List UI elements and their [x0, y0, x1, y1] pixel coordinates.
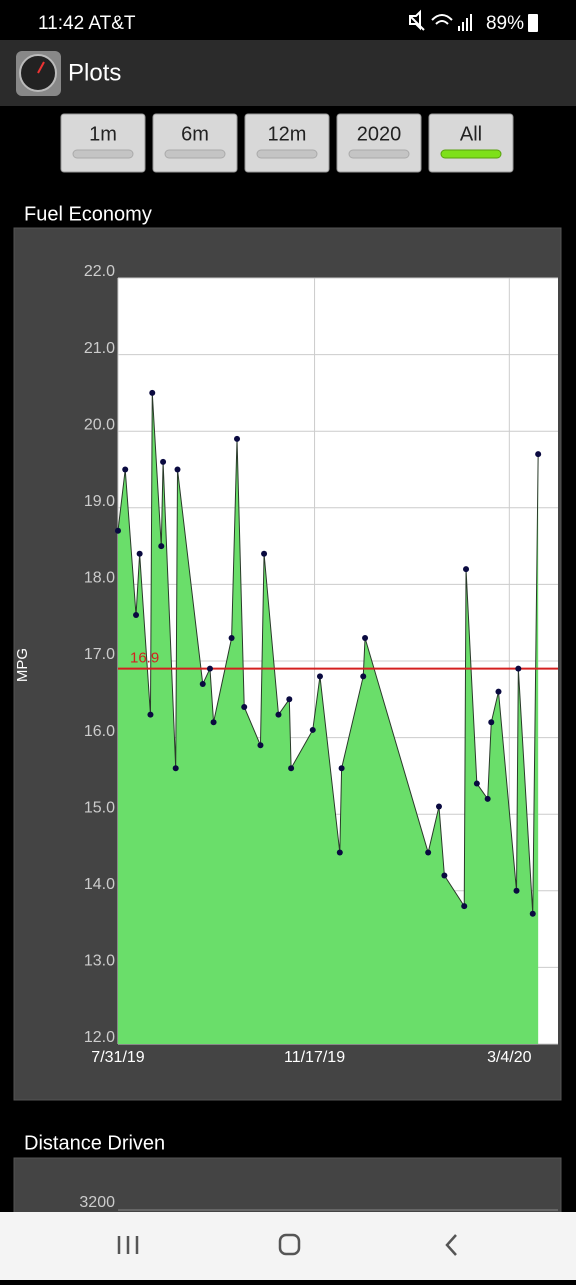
data-point [286, 696, 293, 703]
status-icons [409, 9, 538, 32]
data-point [122, 466, 129, 473]
button-indicator [164, 149, 226, 159]
button-indicator [348, 149, 410, 159]
data-point [473, 780, 480, 787]
status-time: 11:42 AT&T [38, 13, 136, 34]
button-label: 12m [268, 123, 307, 145]
y-tick-label: 22.0 [84, 263, 115, 280]
y-tick-label: 15.0 [84, 799, 115, 816]
data-point [425, 849, 432, 856]
data-point [360, 673, 367, 680]
data-point [234, 435, 241, 442]
app-bar [0, 40, 576, 106]
battery-level: 89% [486, 13, 524, 34]
back-button[interactable] [445, 1234, 457, 1256]
button-label: All [460, 123, 482, 145]
data-point [261, 550, 268, 557]
chart-title: Distance Driven [24, 1132, 165, 1154]
button-label: 6m [181, 123, 209, 145]
data-point [149, 389, 156, 396]
range-button[interactable]: 2020 [336, 113, 422, 173]
chart-panel [13, 1157, 562, 1219]
y-tick-label: 18.0 [84, 570, 115, 587]
data-point [535, 451, 542, 458]
x-tick-label: 11/17/19 [284, 1049, 345, 1066]
y-tick-label: 17.0 [84, 646, 115, 663]
app-title: Plots [68, 59, 121, 86]
data-point [115, 527, 121, 534]
range-button[interactable]: 1m [60, 113, 146, 173]
button-indicator [72, 149, 134, 159]
y-tick-label: 13.0 [84, 953, 115, 970]
area [118, 392, 539, 1044]
data-point [484, 795, 491, 802]
y-tick-label: 20.0 [84, 416, 115, 433]
x-tick-label: 3/4/20 [487, 1049, 532, 1066]
y-tick-label: 12.0 [84, 1029, 115, 1046]
button-indicator [256, 149, 318, 159]
chart-title: Fuel Economy [24, 203, 152, 225]
plot: 3200 [79, 1194, 558, 1211]
app-icon[interactable] [16, 51, 61, 96]
button-indicator [440, 149, 502, 159]
range-button[interactable]: 12m [244, 113, 330, 173]
y-tick-label: 19.0 [84, 493, 115, 510]
range-button[interactable]: All [428, 113, 514, 173]
data-point [172, 765, 179, 772]
data-point [288, 765, 295, 772]
data-point [133, 612, 140, 619]
data-point [495, 688, 502, 695]
data-point [228, 635, 235, 642]
data-point [160, 458, 167, 465]
x-tick-label: 7/31/19 [91, 1049, 144, 1066]
data-point [435, 803, 442, 810]
data-point [257, 742, 264, 749]
button-label: 2020 [357, 123, 402, 145]
data-point [316, 673, 323, 680]
range-button[interactable]: 6m [152, 113, 238, 173]
nav-bar [0, 1212, 576, 1280]
y-tick-label: 3200 [79, 1194, 115, 1211]
y-tick-label: 16.0 [84, 723, 115, 740]
plot: 12.0 13.0 14.0 15.0 16.0 17.0 18.0 19.0 20.0 21.0… [84, 263, 558, 1066]
data-point [441, 872, 448, 879]
data-point [158, 543, 165, 550]
line [117, 392, 539, 914]
y-tick-label: 21.0 [84, 340, 115, 357]
y-axis-label: MPG [14, 648, 31, 682]
button-label: 1m [89, 123, 117, 145]
data-point [136, 550, 143, 557]
data-point [174, 466, 181, 473]
nav-buttons [117, 1233, 457, 1256]
data-point [488, 719, 495, 726]
data-point [338, 765, 345, 772]
data-point [147, 711, 154, 718]
data-point [362, 635, 369, 642]
data-point [513, 887, 520, 894]
data-point [206, 665, 213, 672]
recents-button[interactable] [117, 1236, 139, 1254]
data-point [336, 849, 343, 856]
data-point [275, 711, 282, 718]
reference-label: 16.9 [130, 650, 159, 667]
y-tick-label: 14.0 [84, 876, 115, 893]
data-point [463, 566, 470, 573]
data-point [515, 665, 522, 672]
data-point [199, 680, 206, 687]
data-point [210, 719, 217, 726]
data-point [529, 910, 536, 917]
data-point [241, 703, 248, 710]
data-point [461, 903, 468, 910]
home-button[interactable] [278, 1233, 301, 1256]
data-point [309, 726, 316, 733]
range-buttons: 1m 6m 12m 2020 All [60, 113, 514, 173]
